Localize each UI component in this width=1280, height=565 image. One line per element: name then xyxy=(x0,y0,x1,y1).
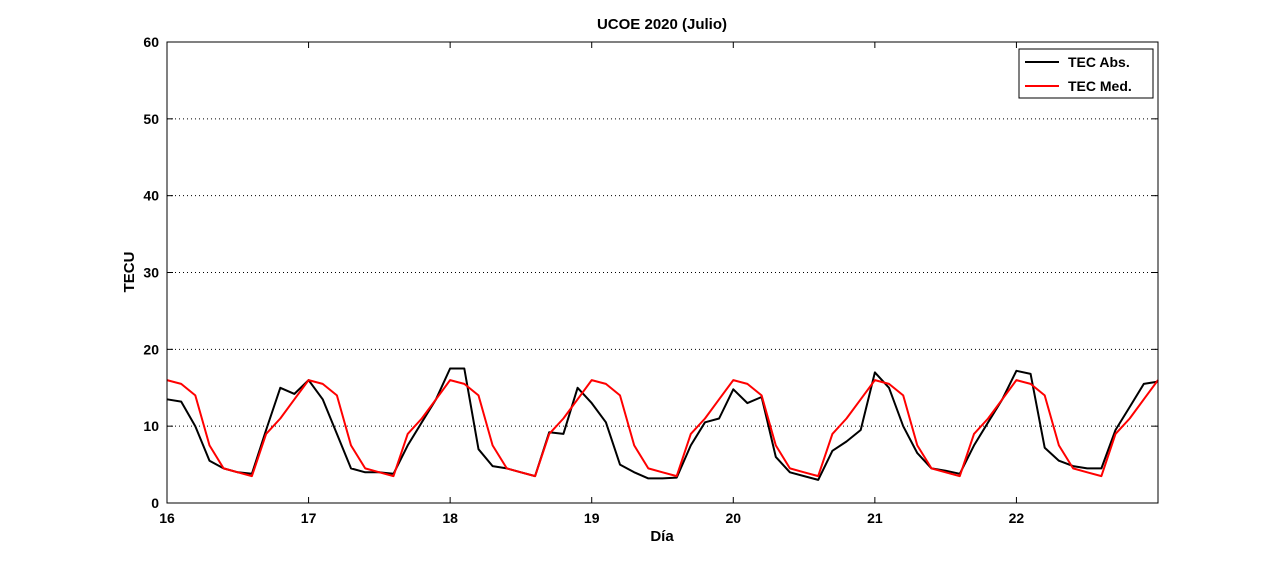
legend-label: TEC Med. xyxy=(1068,78,1132,94)
y-tick-label: 50 xyxy=(143,111,159,127)
chart-title: UCOE 2020 (Julio) xyxy=(597,16,727,33)
series-line-tec-med xyxy=(166,379,1159,478)
x-axis-label: Día xyxy=(650,528,674,545)
axis-ticks: 0 10 20 30 40 50 60 16 17 18 19 20 21 22 xyxy=(143,34,1158,526)
x-tick-label: 22 xyxy=(1009,510,1025,526)
y-tick-label: 30 xyxy=(143,265,159,281)
y-tick-label: 20 xyxy=(143,341,159,357)
y-axis-label: TECU xyxy=(121,252,138,293)
legend-label: TEC Abs. xyxy=(1068,54,1130,70)
x-tick-label: 17 xyxy=(301,510,317,526)
y-tick-label: 40 xyxy=(143,188,159,204)
x-tick-label: 19 xyxy=(584,510,600,526)
grid-lines xyxy=(167,118,1158,427)
y-tick-label: 0 xyxy=(151,495,159,511)
y-tick-label: 10 xyxy=(143,418,159,434)
x-tick-label: 16 xyxy=(159,510,175,526)
x-tick-label: 18 xyxy=(442,510,458,526)
x-tick-label: 20 xyxy=(725,510,741,526)
series-line-tec-abs xyxy=(166,367,1159,481)
series-group xyxy=(166,367,1159,481)
legend: TEC Abs. TEC Med. xyxy=(1018,48,1154,99)
legend-box xyxy=(1018,48,1154,99)
x-tick-label: 21 xyxy=(867,510,883,526)
y-tick-label: 60 xyxy=(143,34,159,50)
